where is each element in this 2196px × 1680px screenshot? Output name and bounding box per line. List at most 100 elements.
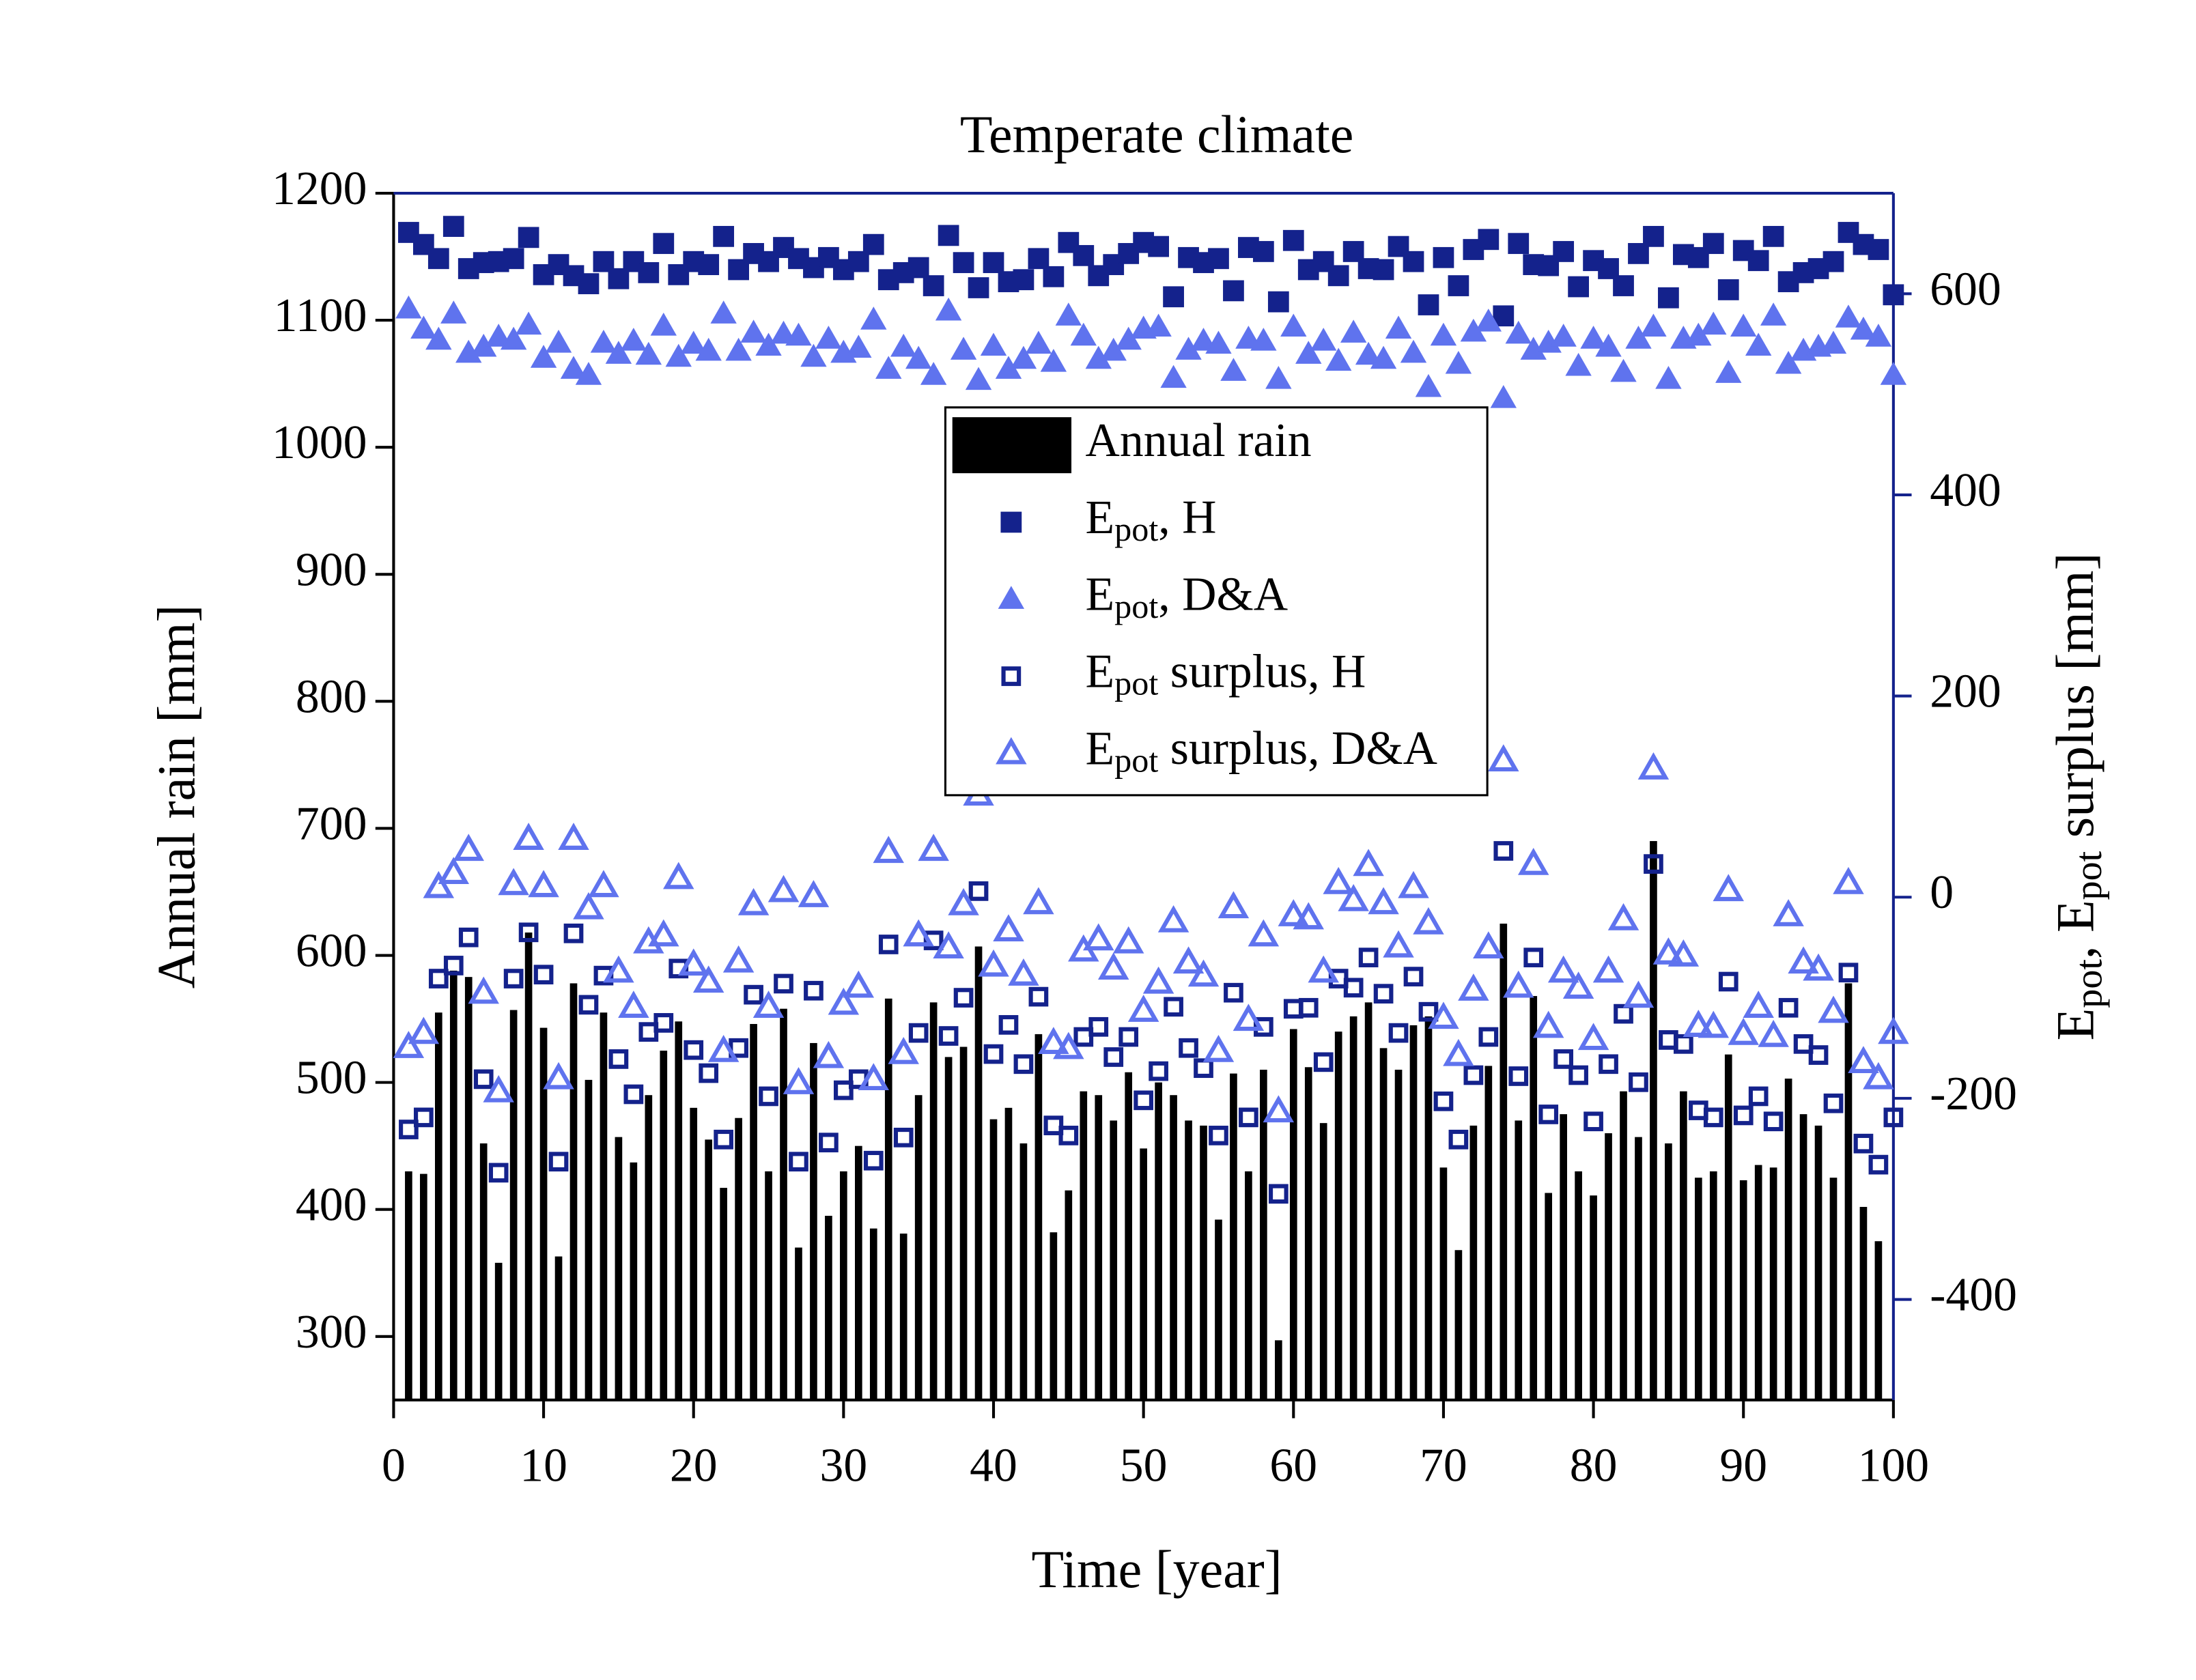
triangle-marker — [1443, 1038, 1474, 1066]
square-marker — [458, 927, 479, 948]
triangle-marker — [1187, 959, 1220, 987]
square-marker — [1013, 269, 1034, 291]
triangle-marker — [665, 343, 692, 367]
bar — [1814, 1125, 1822, 1400]
triangle-marker — [1505, 320, 1532, 344]
square-marker — [1748, 1086, 1769, 1107]
bar — [854, 1145, 862, 1400]
square-marker — [1164, 997, 1183, 1017]
square-marker — [653, 1013, 674, 1033]
triangle-marker — [1340, 319, 1367, 343]
triangle-marker — [1157, 905, 1190, 932]
bar — [675, 1021, 683, 1400]
triangle-marker — [1338, 884, 1369, 911]
y2-tick-label: 600 — [1930, 263, 2001, 315]
x-tick-label: 100 — [1858, 1439, 1930, 1492]
square-marker — [1599, 1054, 1618, 1074]
legend-label: Epot, D&A — [1086, 568, 1289, 625]
bar — [1844, 983, 1853, 1400]
bar — [1050, 1232, 1058, 1400]
triangle-marker — [395, 295, 422, 319]
square-marker — [908, 1023, 929, 1043]
triangle-marker — [1773, 899, 1804, 926]
triangle-marker — [1263, 1095, 1295, 1123]
square-marker — [638, 262, 660, 283]
triangle-marker — [843, 970, 875, 998]
bar — [1665, 1143, 1672, 1400]
square-marker — [503, 248, 524, 270]
square-marker — [1493, 841, 1514, 861]
square-marker — [1028, 248, 1050, 270]
square-marker — [442, 216, 464, 238]
bar — [899, 1234, 907, 1400]
triangle-marker — [888, 1036, 919, 1064]
square-marker — [578, 995, 599, 1015]
square-marker — [399, 1120, 419, 1139]
square-marker — [1538, 255, 1560, 276]
square-marker — [1793, 1034, 1814, 1054]
triangle-marker — [1008, 958, 1039, 986]
square-marker — [1644, 854, 1663, 874]
bar — [1469, 1125, 1478, 1400]
square-marker — [1118, 243, 1140, 264]
x-axis-label: Time [year] — [1032, 1540, 1282, 1599]
triangle-marker — [1700, 311, 1727, 335]
triangle-marker — [1413, 907, 1444, 935]
x-tick-label: 90 — [1719, 1439, 1767, 1492]
square-marker — [983, 252, 1004, 274]
triangle-marker — [950, 337, 977, 360]
bar — [929, 1002, 938, 1400]
y-axis-label: Annual rain [mm] — [147, 605, 206, 989]
triangle-marker — [1355, 341, 1382, 365]
x-tick-label: 50 — [1120, 1439, 1168, 1492]
triangle-marker — [1833, 866, 1864, 894]
bar — [1709, 1171, 1717, 1400]
triangle-marker — [1517, 847, 1549, 875]
bar — [1034, 1034, 1043, 1400]
square-marker — [1778, 997, 1799, 1018]
bar — [1274, 1340, 1282, 1400]
bar — [1650, 841, 1657, 1400]
triangle-marker — [1698, 1010, 1730, 1038]
triangle-marker — [680, 330, 707, 354]
bar — [735, 1117, 742, 1400]
square-marker — [1478, 1027, 1499, 1047]
y-tick-label: 500 — [296, 1052, 367, 1105]
triangle-marker — [935, 297, 962, 321]
square-marker — [1883, 1107, 1904, 1128]
square-marker — [1808, 1045, 1829, 1065]
square-marker — [1463, 1065, 1484, 1085]
square-marker — [1628, 243, 1649, 264]
square-marker — [923, 275, 944, 296]
square-marker — [563, 923, 584, 943]
square-marker — [1508, 1066, 1529, 1086]
square-marker — [699, 1063, 719, 1083]
triangle-marker — [980, 332, 1007, 356]
square-marker — [518, 922, 539, 943]
triangle-marker — [1038, 1027, 1069, 1055]
square-marker — [1224, 982, 1243, 1003]
square-marker — [608, 268, 630, 289]
square-marker — [1388, 1023, 1409, 1043]
y-tick-label: 1200 — [272, 162, 367, 215]
bar — [1874, 1241, 1883, 1400]
triangle-marker — [483, 1074, 514, 1102]
triangle-marker — [1743, 991, 1774, 1018]
triangle-marker — [423, 870, 455, 898]
triangle-marker — [528, 870, 559, 898]
triangle-marker — [677, 948, 709, 976]
triangle-marker — [1233, 1003, 1265, 1031]
square-marker — [713, 225, 735, 247]
y2-tick-label: -200 — [1930, 1068, 2017, 1120]
triangle-marker — [1160, 365, 1187, 388]
triangle-marker — [1503, 970, 1534, 998]
triangle-marker — [1683, 1010, 1715, 1037]
y-tick-label: 600 — [296, 925, 367, 978]
square-marker — [1194, 1058, 1213, 1079]
triangle-marker — [905, 345, 932, 369]
bar — [509, 1010, 518, 1400]
bar — [810, 1042, 817, 1400]
triangle-marker — [1325, 347, 1352, 371]
square-marker — [1149, 1061, 1168, 1081]
